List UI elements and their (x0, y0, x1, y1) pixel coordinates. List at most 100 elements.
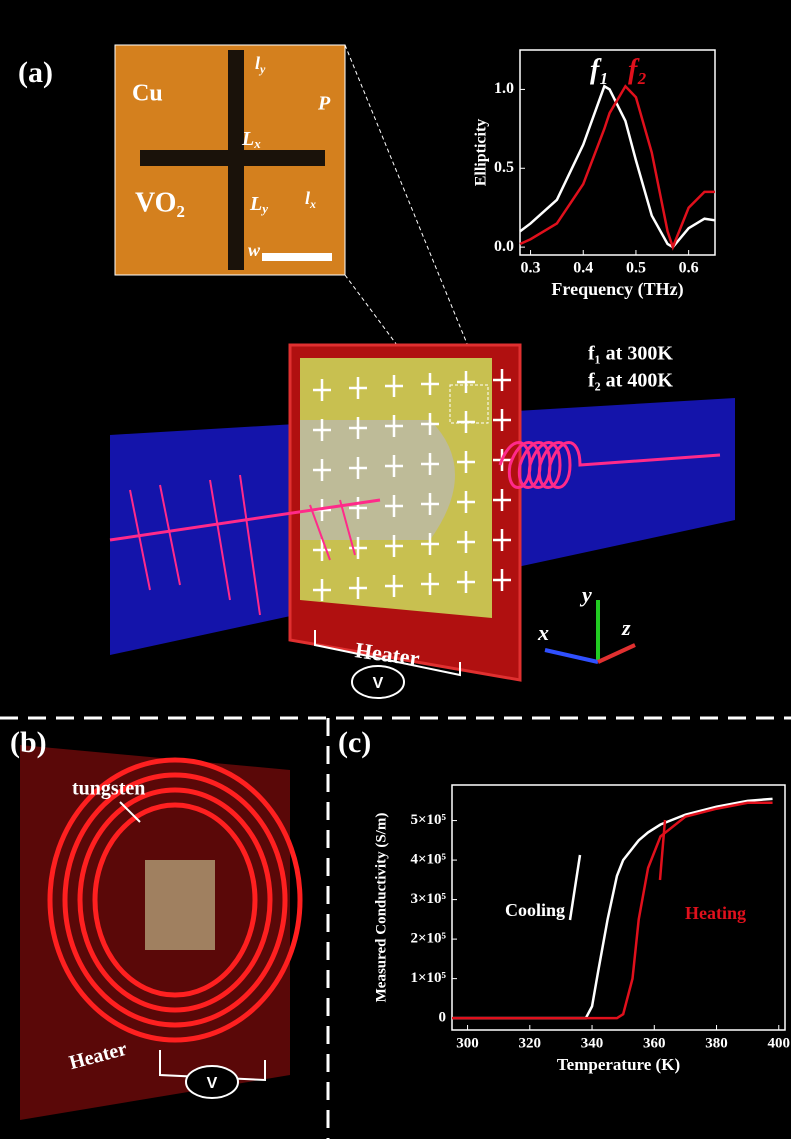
polarization-arrows (129, 474, 356, 616)
series-label: Cooling (505, 900, 565, 920)
series-label: Heating (685, 903, 746, 923)
unit-cell (385, 575, 403, 597)
label: Lx (241, 128, 261, 151)
y-tick-label: 4×10⁵ (410, 852, 446, 868)
unit-cell (313, 459, 331, 481)
unit-cell (457, 491, 475, 513)
unit-cell (493, 489, 511, 511)
plot-frame (451, 784, 786, 1031)
unit-cell (493, 529, 511, 551)
line-series (452, 801, 773, 1020)
label: lx (305, 188, 316, 211)
label: Ly (249, 193, 268, 216)
unit-cell (457, 451, 475, 473)
scale-bar (262, 253, 332, 261)
x-tick-label: 320 (519, 1035, 542, 1051)
unit-cell (457, 411, 475, 433)
x-tick-label: 0.6 (679, 260, 699, 277)
label: Cu (132, 81, 163, 107)
label: P (317, 93, 331, 115)
panel-label: (c) (338, 726, 371, 759)
label: w (248, 240, 261, 260)
x-tick-label: 0.5 (626, 260, 646, 277)
voltmeter (351, 665, 405, 699)
series-arrow (658, 819, 667, 881)
annotation: x (537, 620, 549, 645)
annotation: f₂ at 400K (588, 370, 673, 392)
annotation: z (621, 615, 631, 640)
unit-cell (421, 573, 439, 595)
axis-z-arrow (597, 643, 636, 664)
x-tick-label: 300 (456, 1035, 479, 1051)
unit-cell (313, 419, 331, 441)
y-tick-label: 5×10⁵ (410, 812, 446, 828)
beam-spot (300, 420, 455, 540)
x-tick-label: 0.4 (573, 260, 593, 277)
voltmeter-b (185, 1065, 239, 1099)
line-series (519, 84, 715, 251)
axis-x-arrow (544, 648, 599, 664)
unit-cell (385, 495, 403, 517)
unit-cell (313, 579, 331, 601)
x-tick-label: 0.3 (521, 260, 541, 277)
line-series (452, 797, 773, 1020)
annotation: V (373, 675, 384, 692)
spiral-wave (498, 441, 721, 489)
legend-label: f₁ (590, 54, 609, 85)
unit-cell (421, 533, 439, 555)
label: ly (255, 53, 266, 76)
unit-cell (313, 379, 331, 401)
unit-cell (493, 409, 511, 431)
y-tick-label: 0 (439, 1010, 447, 1026)
unit-cell (349, 537, 367, 559)
unit-cell (457, 571, 475, 593)
annotation: V (207, 1075, 218, 1092)
unit-cell (385, 535, 403, 557)
y-tick-label: 2×10⁵ (410, 931, 446, 947)
annotation: tungsten (72, 778, 145, 800)
unit-cell (421, 493, 439, 515)
x-tick-label: 340 (581, 1035, 604, 1051)
unit-cell (493, 369, 511, 391)
x-axis-label: Temperature (K) (557, 1055, 680, 1074)
cross-h (140, 150, 325, 166)
circuit (314, 630, 461, 677)
y-axis-label: Measured Conductivity (S/m) (373, 813, 389, 1003)
panel-label: (b) (10, 726, 47, 759)
x-tick-label: 360 (643, 1035, 666, 1051)
x-axis-label: Frequency (THz) (551, 279, 683, 300)
label: VO₂ (135, 187, 185, 218)
unit-cell (385, 415, 403, 437)
line-series (519, 84, 716, 249)
x-tick-label: 400 (768, 1035, 791, 1051)
unit-cell (421, 413, 439, 435)
unit-cell (349, 417, 367, 439)
unit-cell (349, 377, 367, 399)
arrow (119, 801, 141, 823)
legend-label: f₂ (628, 54, 647, 85)
unit-cell (349, 497, 367, 519)
x-tick-label: 380 (705, 1035, 728, 1051)
zoom-line (344, 44, 491, 401)
unit-cell (349, 457, 367, 479)
series-arrow (568, 854, 582, 921)
sample-b (145, 860, 215, 950)
y-tick-label: 3×10⁵ (410, 891, 446, 907)
annotation: y (579, 582, 592, 607)
unit-cell (421, 373, 439, 395)
tungsten-coil (47, 757, 303, 1043)
unit-cell (421, 453, 439, 475)
annotation: f₁ at 300K (588, 343, 673, 365)
wave-axis (109, 498, 381, 542)
panel-label: (a) (18, 56, 53, 89)
unit-cell (493, 569, 511, 591)
unit-cell (313, 539, 331, 561)
unit-cell (385, 455, 403, 477)
y-tick-label: 0.0 (494, 238, 514, 255)
unit-cell (457, 371, 475, 393)
unit-cell (349, 577, 367, 599)
y-tick-label: 1.0 (494, 80, 514, 97)
y-axis-label: Ellipticity (473, 119, 490, 187)
unit-cell (457, 531, 475, 553)
